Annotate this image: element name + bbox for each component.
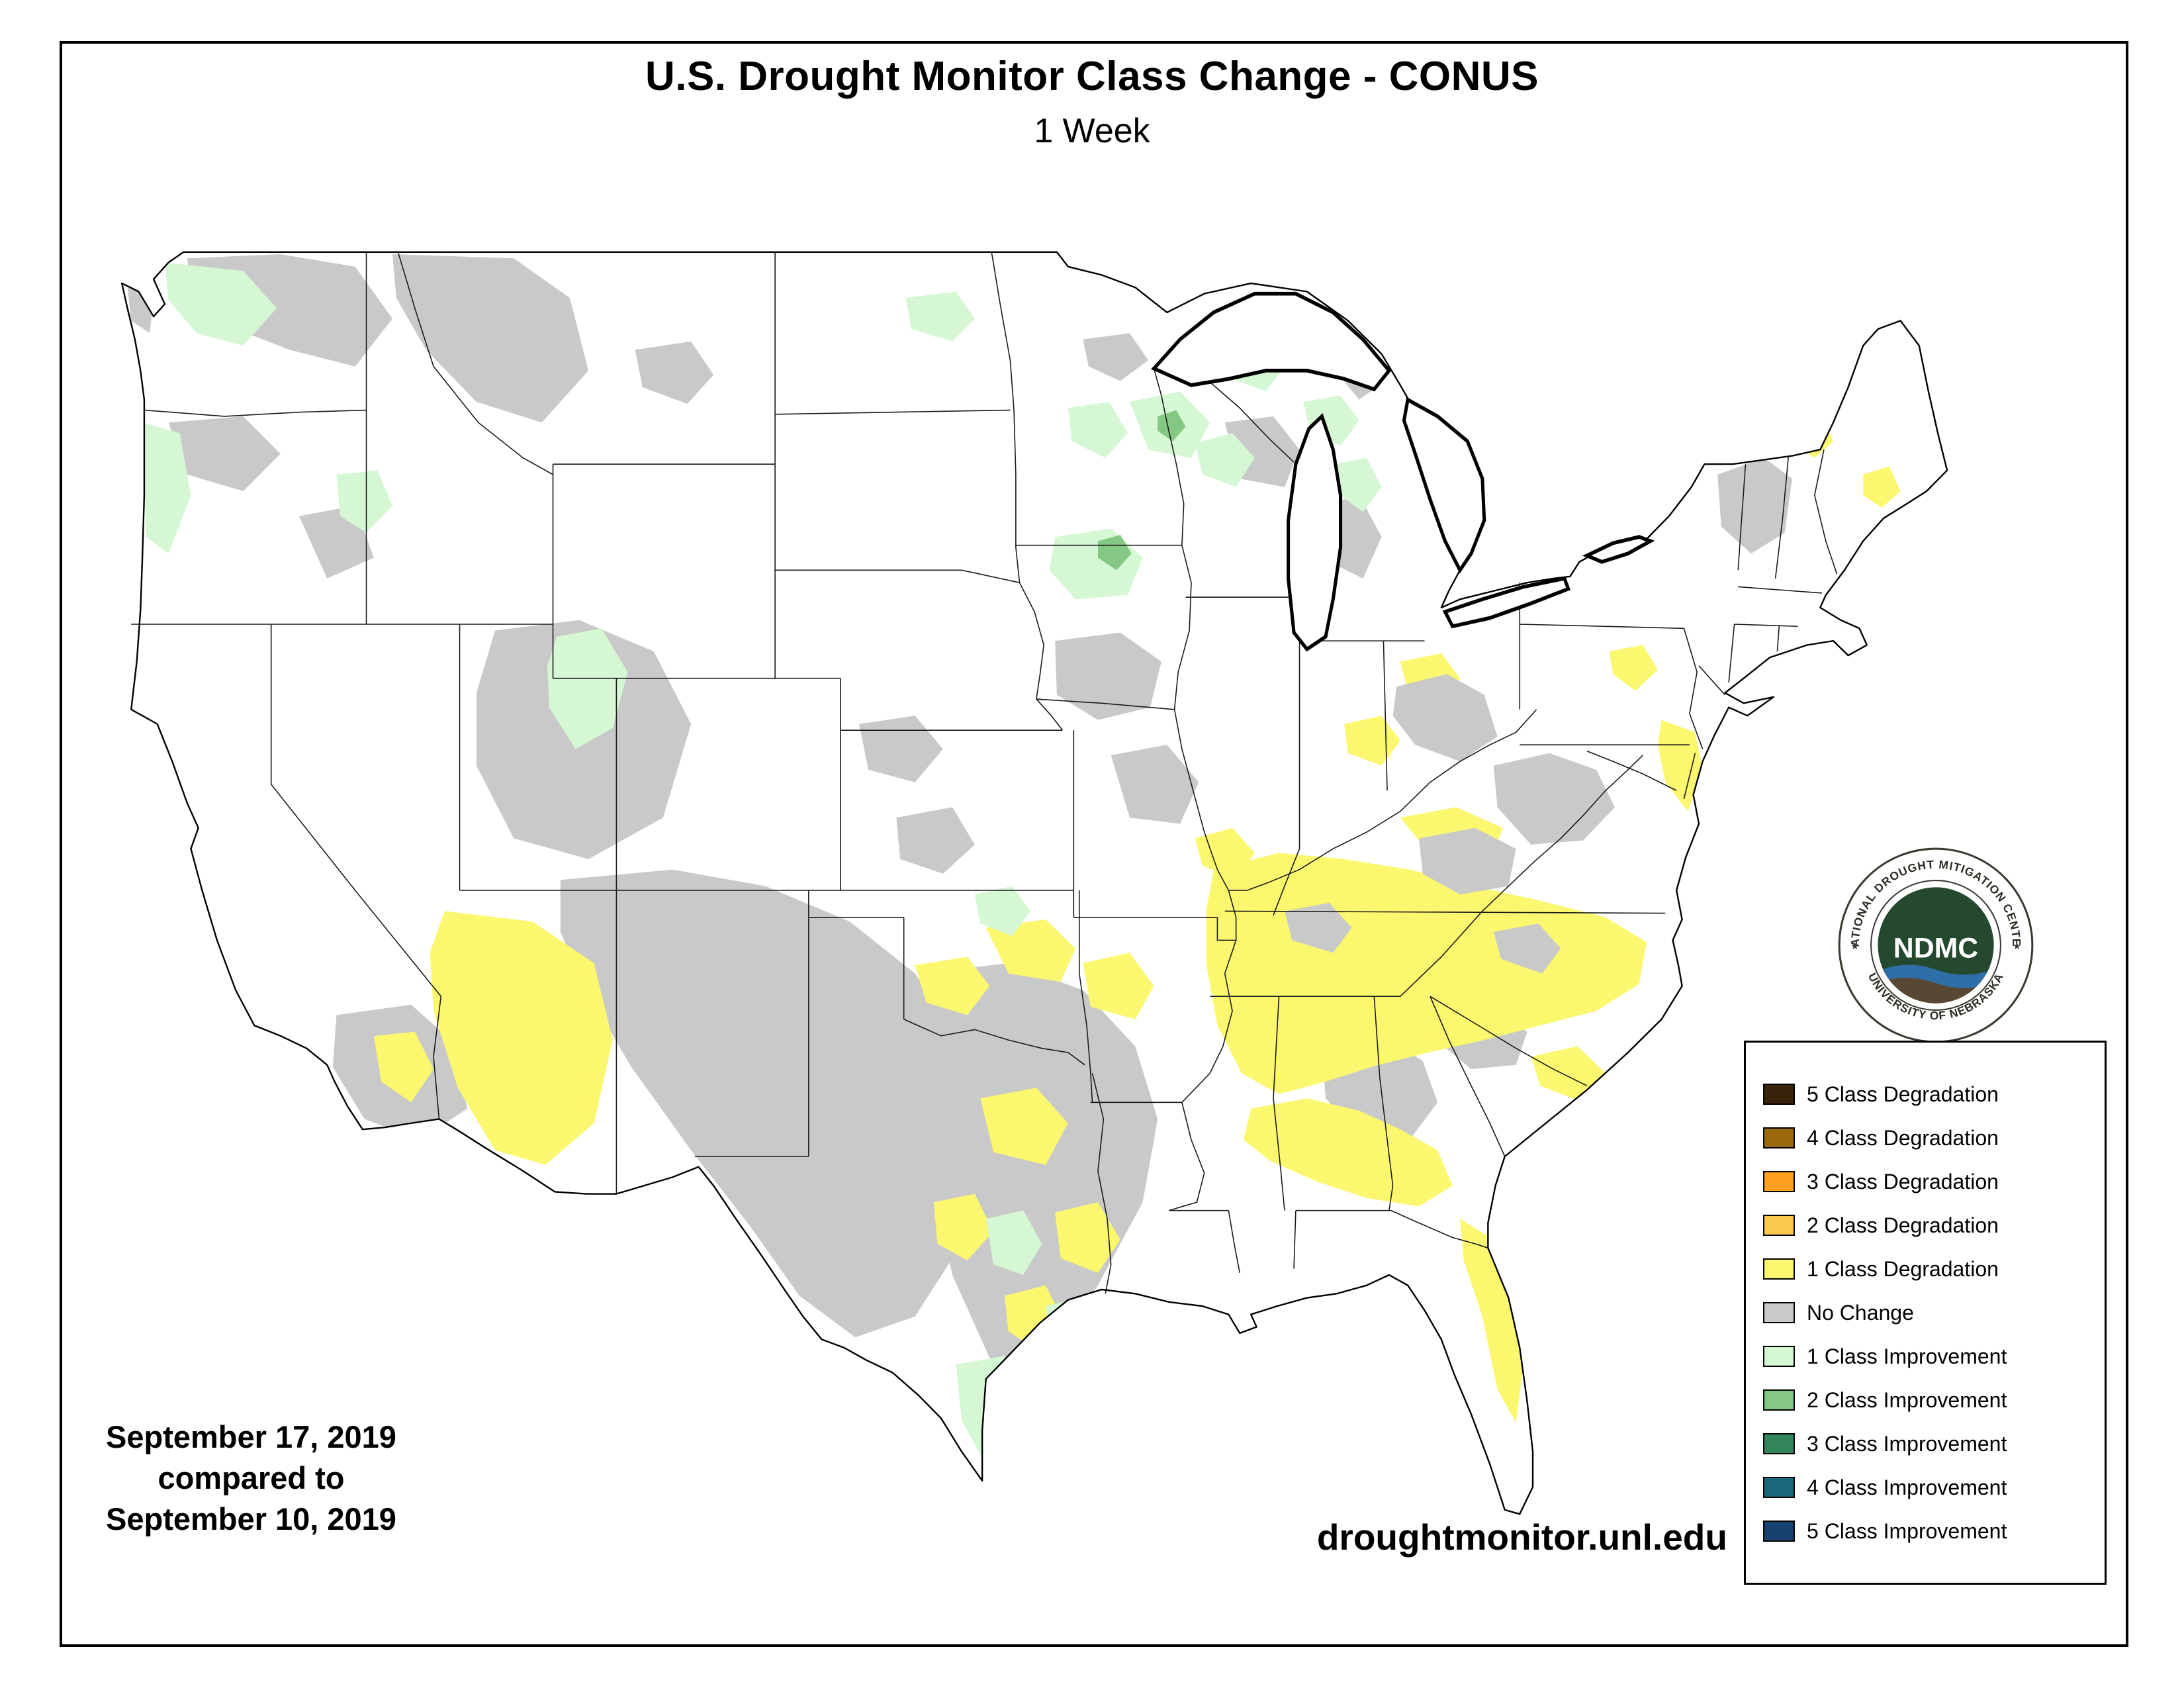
- legend-swatch-1-class-improvement: [1763, 1346, 1795, 1367]
- conus-map: [113, 225, 1979, 1556]
- us-outline: [122, 252, 1947, 1514]
- legend-swatch-5-class-degradation: [1763, 1084, 1795, 1105]
- legend-item: 3 Class Degradation: [1763, 1160, 2105, 1203]
- date-line-current: September 17, 2019: [106, 1419, 396, 1454]
- legend-item: 4 Class Improvement: [1763, 1466, 2105, 1509]
- legend-item: 5 Class Improvement: [1763, 1509, 2105, 1553]
- map-border-frame: [60, 41, 2128, 1647]
- legend-item: 1 Class Improvement: [1763, 1335, 2105, 1378]
- legend-label: 2 Class Degradation: [1807, 1213, 1999, 1237]
- legend-swatch-4-class-improvement: [1763, 1477, 1795, 1498]
- legend-swatch-3-class-improvement: [1763, 1433, 1795, 1454]
- logo-star-right: ★: [2013, 941, 2021, 952]
- legend-label: No Change: [1807, 1300, 1914, 1325]
- legend-label: 4 Class Degradation: [1807, 1125, 1999, 1150]
- degradation-1-regions: [373, 416, 1901, 1423]
- legend-item: 5 Class Degradation: [1763, 1072, 2105, 1116]
- date-line-compared: compared to: [158, 1460, 345, 1495]
- lake-superior: [1151, 291, 1392, 392]
- no-change-overlay-regions: [1284, 674, 1615, 974]
- lake-huron: [1402, 397, 1486, 574]
- legend-swatch-no-change: [1763, 1302, 1795, 1323]
- legend-swatch-2-class-degradation: [1763, 1215, 1795, 1236]
- conus-map-svg: [113, 225, 1979, 1556]
- date-line-previous: September 10, 2019: [106, 1501, 396, 1536]
- legend-swatch-3-class-degradation: [1763, 1171, 1795, 1192]
- legend-item: 1 Class Degradation: [1763, 1247, 2105, 1291]
- lake-michigan: [1287, 413, 1343, 652]
- comparison-dates: September 17, 2019 compared to September…: [106, 1417, 396, 1540]
- legend-label: 5 Class Improvement: [1807, 1519, 2007, 1543]
- lake-erie: [1442, 576, 1570, 629]
- legend-label: 1 Class Degradation: [1807, 1256, 1999, 1281]
- us-land: [122, 252, 1948, 1515]
- legend-item: 4 Class Degradation: [1763, 1116, 2105, 1160]
- state-borders: [131, 252, 1837, 1293]
- legend-item: 2 Class Degradation: [1763, 1203, 2105, 1247]
- legend-item: No Change: [1763, 1291, 2105, 1335]
- legend-label: 1 Class Improvement: [1807, 1344, 2007, 1368]
- legend-label: 3 Class Degradation: [1807, 1169, 1999, 1194]
- legend-swatch-1-class-degradation: [1763, 1258, 1795, 1280]
- legend-label: 2 Class Improvement: [1807, 1387, 2007, 1412]
- legend-item: 3 Class Improvement: [1763, 1422, 2105, 1466]
- no-change-regions: [127, 254, 1792, 1365]
- improvement-2-regions: [1097, 410, 1186, 571]
- legend-label: 5 Class Degradation: [1807, 1082, 1999, 1106]
- page-title: U.S. Drought Monitor Class Change - CONU…: [645, 54, 1539, 99]
- ndmc-logo: NATIONAL DROUGHT MITIGATION CENTER UNIVE…: [1830, 833, 2037, 1047]
- legend-item: 2 Class Improvement: [1763, 1378, 2105, 1422]
- page-subtitle: 1 Week: [1034, 112, 1150, 150]
- logo-emblem: NDMC: [1878, 887, 1994, 1004]
- website-url: droughtmonitor.unl.edu: [1316, 1517, 1727, 1558]
- legend: 5 Class Degradation 4 Class Degradation …: [1744, 1041, 2107, 1585]
- legend-swatch-2-class-improvement: [1763, 1389, 1795, 1411]
- legend-swatch-4-class-degradation: [1763, 1127, 1795, 1149]
- legend-swatch-5-class-improvement: [1763, 1521, 1795, 1542]
- lake-ontario: [1582, 535, 1655, 564]
- logo-star-left: ★: [1850, 941, 1859, 952]
- legend-label: 4 Class Improvement: [1807, 1475, 2007, 1499]
- great-lakes: [1151, 291, 1655, 652]
- legend-label: 3 Class Improvement: [1807, 1431, 2007, 1456]
- logo-acronym: NDMC: [1893, 932, 1978, 964]
